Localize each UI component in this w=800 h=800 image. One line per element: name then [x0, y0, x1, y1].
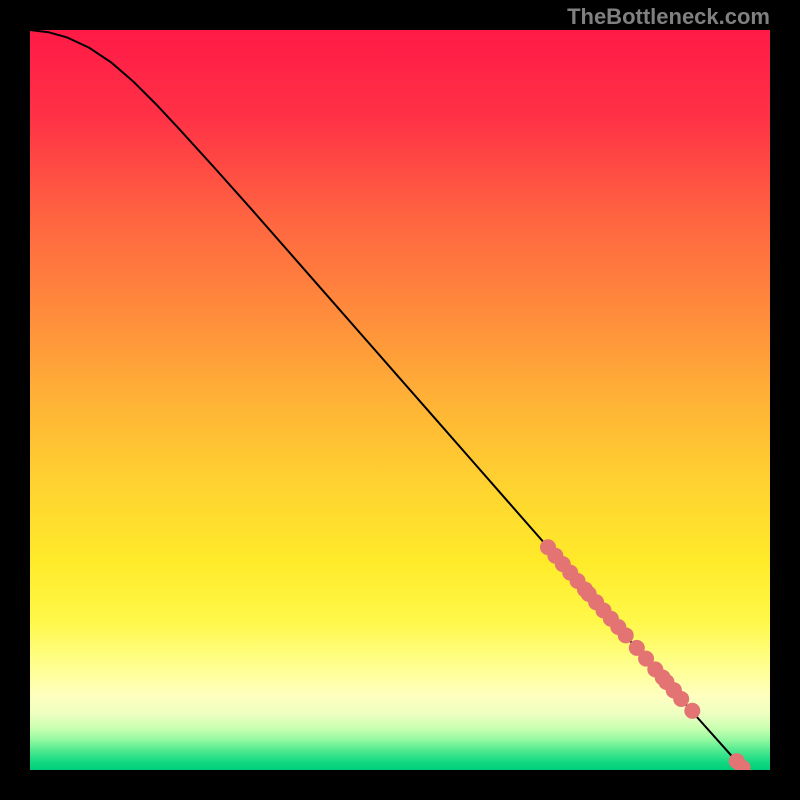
- chart-plot-area: [30, 30, 770, 770]
- data-point-marker: [684, 703, 700, 719]
- data-point-marker: [618, 627, 634, 643]
- watermark-text: TheBottleneck.com: [567, 4, 770, 30]
- data-point-marker: [655, 670, 671, 686]
- bottleneck-curve-line: [30, 30, 743, 770]
- chart-overlay-svg: [30, 30, 770, 770]
- data-point-marker: [666, 682, 682, 698]
- data-point-markers: [540, 539, 751, 770]
